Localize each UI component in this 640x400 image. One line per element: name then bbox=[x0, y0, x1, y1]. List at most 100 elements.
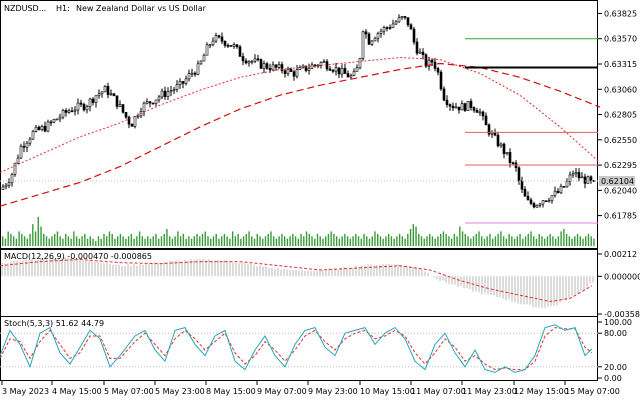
volume-bar bbox=[409, 229, 412, 246]
candle-body bbox=[337, 67, 341, 75]
volume-bar bbox=[464, 233, 467, 246]
volume-bar bbox=[92, 238, 94, 246]
volume-bar bbox=[445, 233, 447, 246]
candle-body bbox=[445, 99, 449, 105]
candle-body bbox=[538, 203, 542, 206]
volume-bar bbox=[237, 233, 239, 246]
macd-tick-label: 0.000000 bbox=[604, 272, 640, 281]
volume-bar bbox=[491, 238, 494, 246]
candle-body bbox=[85, 106, 89, 111]
candle-body bbox=[106, 86, 110, 96]
time-tick-label: 4 May 15:00 bbox=[52, 387, 102, 396]
main-panel-frame bbox=[0, 0, 598, 249]
volume-bar bbox=[563, 229, 565, 246]
volume-bar bbox=[486, 236, 488, 246]
candle-body bbox=[253, 58, 257, 62]
time-tick-label: 5 May 07:00 bbox=[104, 387, 154, 396]
volume-bar bbox=[160, 236, 163, 246]
volume-bar bbox=[23, 236, 26, 246]
stoch-main-line bbox=[0, 324, 593, 373]
volume-bar bbox=[204, 231, 206, 246]
volume-bar bbox=[437, 236, 439, 246]
candle-body bbox=[583, 176, 587, 184]
candle-body bbox=[223, 40, 227, 46]
time-tick-label: 15 May 07:00 bbox=[565, 387, 620, 396]
volume-bar bbox=[472, 236, 475, 246]
volume-bar bbox=[522, 238, 524, 246]
candle-body bbox=[172, 89, 176, 91]
volume-bar bbox=[32, 224, 34, 246]
volume-bar bbox=[396, 236, 398, 246]
candle-body bbox=[121, 104, 125, 113]
volume-bar bbox=[374, 231, 376, 246]
volume-bar bbox=[95, 241, 97, 246]
volume-bar bbox=[429, 233, 431, 246]
volume-bar bbox=[303, 236, 305, 246]
candle-body bbox=[247, 61, 251, 64]
candle-body bbox=[91, 98, 95, 103]
volume-bar bbox=[4, 238, 7, 246]
volume-bar bbox=[442, 231, 445, 246]
volume-bar bbox=[84, 233, 86, 246]
volume-bar bbox=[431, 236, 434, 246]
volume-bar bbox=[81, 236, 83, 246]
volume-bar bbox=[34, 231, 37, 246]
candle-body bbox=[28, 138, 32, 144]
volume-bar bbox=[524, 236, 527, 246]
volume-bar bbox=[166, 229, 168, 246]
volume-bar bbox=[78, 238, 81, 246]
candle-body bbox=[508, 152, 512, 163]
volume-bar bbox=[338, 238, 341, 246]
candle-body bbox=[97, 93, 101, 97]
volume-bar bbox=[497, 233, 499, 246]
candle-body bbox=[55, 118, 59, 121]
candle-body bbox=[373, 37, 377, 42]
volume-bar bbox=[483, 238, 486, 246]
candle-body bbox=[427, 59, 431, 67]
volume-bar bbox=[106, 236, 108, 246]
candle-body bbox=[424, 54, 428, 67]
candle-body bbox=[586, 176, 590, 184]
volume-bar bbox=[56, 231, 59, 246]
candle-body bbox=[523, 188, 527, 197]
volume-bar bbox=[171, 238, 174, 246]
candle-body bbox=[169, 90, 173, 93]
candle-body bbox=[577, 172, 581, 179]
stoch-tick-label: 0.00 bbox=[604, 374, 622, 383]
volume-bar bbox=[37, 216, 39, 246]
candle-body bbox=[1, 186, 5, 190]
volume-bar bbox=[590, 236, 592, 246]
price-tick-label: 0.62040 bbox=[604, 186, 637, 195]
candle-body bbox=[238, 46, 242, 57]
candle-body bbox=[79, 102, 83, 105]
candle-body bbox=[205, 44, 209, 56]
volume-bar bbox=[210, 238, 212, 246]
volume-bar bbox=[382, 238, 384, 246]
candle-body bbox=[13, 162, 17, 175]
candle-body bbox=[499, 143, 503, 147]
volume-bar bbox=[223, 233, 226, 246]
candle-body bbox=[34, 126, 38, 132]
volume-bar bbox=[26, 238, 29, 246]
candle-body bbox=[421, 51, 425, 56]
volume-bar bbox=[314, 238, 316, 246]
time-tick-label: 10 May 15:00 bbox=[360, 387, 415, 396]
current-price-tag bbox=[599, 176, 635, 186]
time-tick-label: 12 May 15:00 bbox=[514, 387, 569, 396]
price-tick-label: 0.62805 bbox=[604, 111, 637, 120]
volume-bar bbox=[530, 231, 532, 246]
candle-body bbox=[103, 86, 107, 93]
volume-bar bbox=[527, 233, 529, 246]
volume-bar bbox=[541, 236, 543, 246]
candle-body bbox=[340, 68, 344, 75]
volume-bar bbox=[426, 236, 428, 246]
stoch-layer bbox=[0, 324, 598, 373]
candle-body bbox=[70, 110, 74, 113]
candle-body bbox=[193, 72, 197, 75]
candle-body bbox=[265, 63, 269, 69]
candle-body bbox=[505, 152, 509, 155]
candle-body bbox=[16, 157, 20, 164]
candle-body bbox=[502, 143, 506, 155]
volume-bar bbox=[259, 236, 261, 246]
